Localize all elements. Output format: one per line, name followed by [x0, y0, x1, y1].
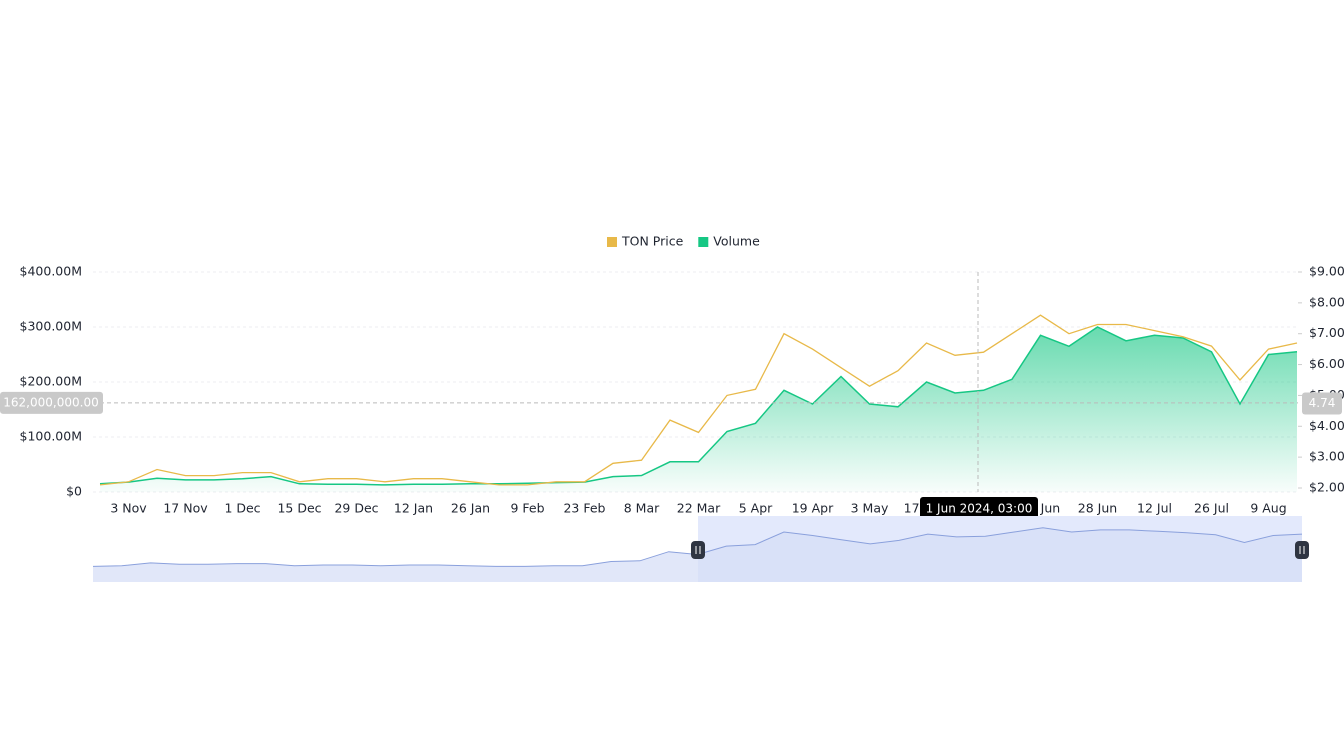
x-tick-label: 3 Nov [110, 501, 147, 516]
legend-label: Volume [713, 234, 760, 249]
y2-tick-label: $3.00 [1309, 449, 1344, 464]
crosshair-y2-label: 4.74 [1309, 396, 1336, 410]
x-tick-label: 22 Mar [677, 501, 721, 516]
legend-swatch [607, 237, 617, 247]
crosshair-date-label: 1 Jun 2024, 03:00 [926, 502, 1033, 516]
x-tick-label: 26 Jul [1194, 501, 1229, 516]
y-tick-label: $300.00M [20, 319, 82, 334]
price-line [99, 314, 1298, 486]
y-tick-label: $400.00M [20, 264, 82, 279]
y-tick-label: $200.00M [20, 374, 82, 389]
y2-tick-label: $7.00 [1309, 325, 1344, 340]
x-tick-label: 3 May [851, 501, 889, 516]
y2-tick-label: $8.00 [1309, 294, 1344, 309]
y-tick-label: $100.00M [20, 429, 82, 444]
y-tick-label: $0 [66, 484, 82, 499]
x-tick-label: 29 Dec [334, 501, 378, 516]
volume-area [100, 327, 1297, 492]
x-tick-label: 9 Feb [510, 501, 544, 516]
navigator-handle[interactable] [1295, 541, 1309, 559]
crosshair-date-badge [920, 497, 1038, 521]
x-tick-label: 19 Apr [792, 501, 834, 516]
x-tick-label: 5 Apr [739, 501, 773, 516]
volume-line [99, 326, 1298, 486]
x-tick-label: 12 Jan [394, 501, 433, 516]
crosshair-y-badge [0, 391, 103, 414]
y2-tick-label: $6.00 [1309, 356, 1344, 371]
legend-swatch [698, 237, 709, 247]
x-tick-label: 12 Jul [1137, 501, 1172, 516]
x-tick-label: 17 Nov [163, 501, 208, 516]
x-tick-label: 26 Jan [451, 501, 490, 516]
legend-label: TON Price [621, 234, 684, 249]
legend: TON Price Volume [607, 234, 760, 249]
y2-tick-label: $2.00 [1309, 479, 1344, 494]
y2-tick-label: $4.00 [1309, 418, 1344, 433]
crosshair-y2-badge [1302, 392, 1342, 415]
y2-tick-label: $9.00 [1309, 264, 1344, 279]
x-tick-label: 9 Aug [1250, 501, 1286, 516]
x-tick-label: 28 Jun [1078, 501, 1117, 516]
x-tick-label: 1 Dec [224, 501, 260, 516]
x-tick-label: 8 Mar [624, 501, 660, 516]
x-tick-label: 23 Feb [563, 501, 605, 516]
navigator-handle[interactable] [691, 541, 705, 559]
x-tick-label: 15 Dec [277, 501, 321, 516]
crosshair-y-label: 162,000,000.00 [3, 395, 98, 409]
